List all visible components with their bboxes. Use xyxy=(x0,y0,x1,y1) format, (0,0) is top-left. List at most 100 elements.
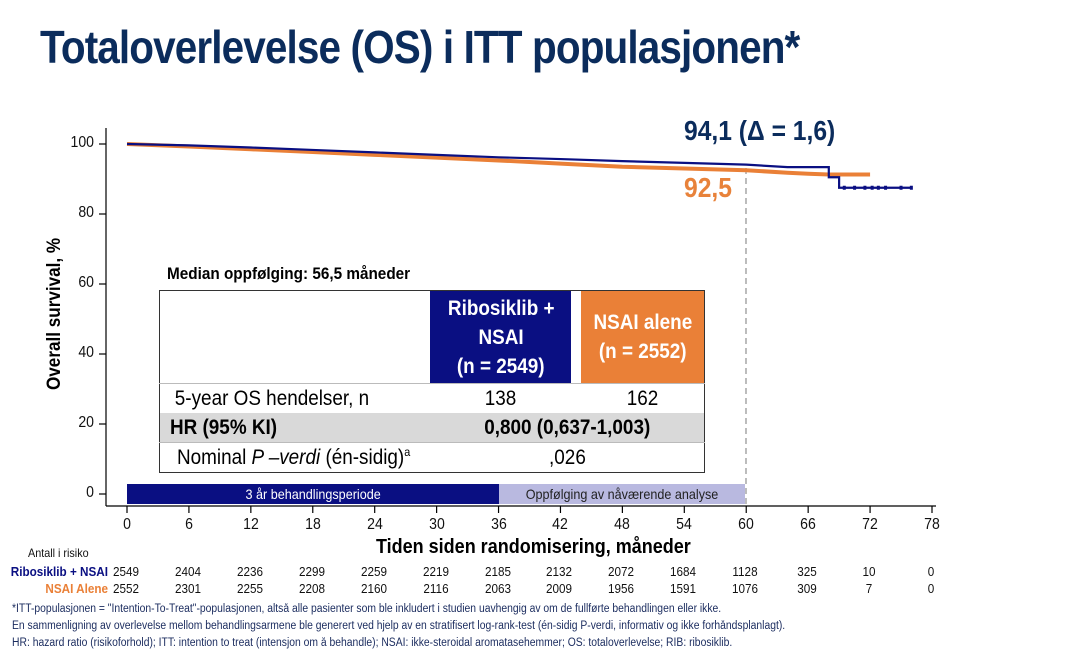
x-tick-label: 36 xyxy=(490,516,507,533)
censor-mark xyxy=(909,185,913,190)
x-axis-label: Tiden siden randomisering, måneder xyxy=(376,536,691,558)
censor-mark xyxy=(863,185,867,190)
os-events-nsai: 162 xyxy=(581,383,705,413)
risk-value-nsai: 2009 xyxy=(546,581,573,596)
followup-period-band: Oppfølging av nåværende analyse xyxy=(499,484,745,504)
risk-value-ribociclib: 2259 xyxy=(360,564,387,579)
risk-value-ribociclib: 2404 xyxy=(174,564,201,579)
y-tick-label: 0 xyxy=(86,484,94,501)
os-events-label-text: 5-year OS hendelser, n xyxy=(174,386,370,410)
risk-value-nsai: 1956 xyxy=(608,581,635,596)
risk-value-nsai: 7 xyxy=(865,581,873,596)
x-tick-label: 42 xyxy=(552,516,569,533)
censor-mark xyxy=(876,185,880,190)
censor-mark xyxy=(884,185,888,190)
x-tick-label: 30 xyxy=(428,516,445,533)
risk-value-ribociclib: 10 xyxy=(862,564,876,579)
p-value-row: Nominal P –verdi (én-sidig)a ,026 xyxy=(159,442,705,473)
y-tick-label: 60 xyxy=(78,274,94,291)
p-value: ,026 xyxy=(430,442,705,473)
p-value-label: Nominal P –verdi (én-sidig)a xyxy=(159,442,431,473)
nsai-header-n: (n = 2552) xyxy=(598,340,687,363)
censor-mark xyxy=(842,185,846,190)
x-tick-label: 54 xyxy=(676,516,693,533)
y-tick-label: 80 xyxy=(78,204,94,221)
x-tick-label: 18 xyxy=(304,516,321,533)
y-tick-marks xyxy=(99,143,106,495)
header-gap xyxy=(571,291,581,384)
x-tick-label: 66 xyxy=(800,516,816,533)
risk-value-nsai: 1076 xyxy=(732,581,759,596)
p-label-suffix: (én-sidig) xyxy=(320,446,405,469)
ribociclib-header-line2: NSAI xyxy=(478,325,524,349)
x-tick-label: 6 xyxy=(185,516,193,533)
y-tick-label: 20 xyxy=(78,414,94,431)
stats-table: Ribosiklib + NSAI (n = 2549) NSAI alene … xyxy=(159,290,705,473)
risk-value-nsai: 2063 xyxy=(484,581,511,596)
x-tick-label: 72 xyxy=(862,516,878,533)
risk-label-ribociclib: Ribosiklib + NSAI xyxy=(10,564,108,579)
risk-value-ribociclib: 1684 xyxy=(670,564,697,579)
median-followup: Median oppfølging: 56,5 måneder xyxy=(167,264,411,283)
treatment-period-band: 3 år behandlingsperiode xyxy=(127,484,499,504)
risk-value-ribociclib: 2299 xyxy=(298,564,325,579)
risk-value-ribociclib: 325 xyxy=(797,564,817,579)
risk-value-nsai: 2116 xyxy=(423,581,449,596)
hr-value: 0,800 (0,637-1,003) xyxy=(430,413,705,443)
followup-period-label: Oppfølging av nåværende analyse xyxy=(525,486,719,502)
hr-value-text: 0,800 (0,637-1,003) xyxy=(484,415,651,439)
stats-header-row: Ribosiklib + NSAI (n = 2549) NSAI alene … xyxy=(160,290,705,384)
nsai-curve xyxy=(126,142,871,177)
os-events-nsai-value: 162 xyxy=(626,386,659,410)
x-tick-label: 48 xyxy=(614,516,631,533)
p-value-text: ,026 xyxy=(548,445,586,469)
os-events-ribociclib-value: 138 xyxy=(485,386,517,410)
risk-label-nsai: NSAI Alene xyxy=(45,581,108,596)
x-tick-label: 60 xyxy=(738,516,755,533)
risk-value-ribociclib: 2549 xyxy=(112,564,140,579)
hr-label: HR (95% KI) xyxy=(159,413,431,443)
ribociclib-header-line1: Ribosiklib + xyxy=(447,296,555,320)
x-tick-label: 24 xyxy=(366,516,383,533)
p-label-italic: P –verdi xyxy=(251,446,321,469)
risk-value-nsai: 309 xyxy=(797,581,817,596)
os-events-label: 5-year OS hendelser, n xyxy=(159,383,431,413)
y-axis-label: Overall survival, % xyxy=(44,237,65,390)
x-tick-marks xyxy=(126,506,933,513)
hr-label-text: HR (95% KI) xyxy=(169,415,278,439)
ribociclib-header-n: (n = 2549) xyxy=(456,354,545,378)
risk-value-nsai: 1591 xyxy=(670,581,697,596)
y-tick-label: 40 xyxy=(78,344,94,361)
ribociclib-header: Ribosiklib + NSAI (n = 2549) xyxy=(430,290,572,384)
x-tick-label: 0 xyxy=(123,516,131,533)
p-label-footnote-marker: a xyxy=(404,445,411,459)
risk-value-ribociclib: 2219 xyxy=(422,564,449,579)
footnote-1: *ITT-populasjonen = "Intention-To-Treat"… xyxy=(12,603,722,615)
censor-mark xyxy=(899,185,903,190)
y-tick-label: 100 xyxy=(70,134,94,151)
x-tick-label: 78 xyxy=(924,516,940,533)
footnote-3: HR: hazard ratio (risikoforhold); ITT: i… xyxy=(12,637,733,649)
slide-title: Totaloverlevelse (OS) i ITT populasjonen… xyxy=(40,21,800,73)
p-value-label-text: Nominal P –verdi (én-sidig)a xyxy=(177,445,410,470)
ribociclib-curve xyxy=(126,142,912,189)
censor-mark xyxy=(853,185,857,190)
ribociclib-os-annotation: 94,1 (Δ = 1,6) xyxy=(684,115,836,146)
risk-value-ribociclib: 1128 xyxy=(732,564,758,579)
risk-value-nsai: 2552 xyxy=(112,581,140,596)
p-label-prefix: Nominal xyxy=(176,446,252,469)
risk-value-nsai: 2301 xyxy=(174,581,201,596)
risk-value-nsai: 2160 xyxy=(360,581,387,596)
risk-value-ribociclib: 2185 xyxy=(484,564,511,579)
risk-value-nsai: 2255 xyxy=(236,581,263,596)
os-events-ribociclib: 138 xyxy=(430,383,572,413)
nsai-header-line1: NSAI alene xyxy=(593,311,693,334)
risk-value-ribociclib: 2072 xyxy=(608,564,635,579)
footnote-2: En sammenligning av overlevelse mellom b… xyxy=(12,620,786,632)
survival-curves xyxy=(126,142,913,190)
hazard-ratio-row: HR (95% KI) 0,800 (0,637-1,003) xyxy=(159,413,705,443)
risk-value-nsai: 0 xyxy=(927,581,935,596)
treatment-period-label: 3 år behandlingsperiode xyxy=(245,486,381,502)
stats-header-empty xyxy=(160,291,431,384)
